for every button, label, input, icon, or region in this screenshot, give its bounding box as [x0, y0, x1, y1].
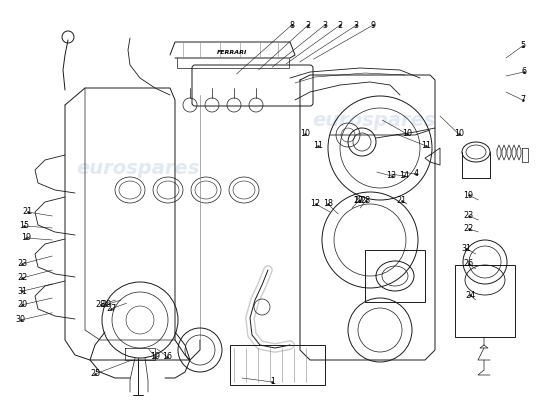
- Text: FERRARI: FERRARI: [217, 50, 247, 54]
- Text: 21: 21: [397, 196, 406, 205]
- Text: 2: 2: [305, 21, 311, 30]
- Text: 19: 19: [21, 234, 31, 242]
- Text: 22: 22: [17, 274, 27, 282]
- Text: 31: 31: [17, 287, 27, 296]
- Text: 12: 12: [311, 200, 321, 208]
- Text: 20: 20: [17, 300, 27, 309]
- Text: eurospares: eurospares: [312, 110, 436, 130]
- Text: 3: 3: [354, 21, 359, 30]
- Text: 16: 16: [162, 352, 172, 361]
- Text: 13: 13: [387, 172, 397, 180]
- Text: 29: 29: [354, 196, 364, 205]
- Text: 31: 31: [461, 244, 471, 253]
- Text: 19: 19: [464, 191, 474, 200]
- Text: 14: 14: [399, 172, 409, 180]
- Text: 22: 22: [464, 224, 474, 233]
- Text: 3: 3: [322, 21, 327, 30]
- Text: 11: 11: [313, 142, 323, 150]
- Text: 8: 8: [289, 21, 294, 30]
- Bar: [365, 250, 425, 302]
- Text: 28: 28: [361, 196, 371, 205]
- Bar: [455, 265, 515, 337]
- Text: 23: 23: [464, 212, 474, 220]
- Bar: [230, 345, 325, 385]
- Text: 28: 28: [96, 300, 106, 309]
- Text: 27: 27: [106, 304, 116, 313]
- Text: 2: 2: [337, 21, 343, 30]
- Text: 24: 24: [465, 291, 475, 300]
- Text: 17: 17: [354, 196, 364, 205]
- Text: 5: 5: [520, 42, 525, 50]
- Text: 10: 10: [454, 130, 464, 138]
- Text: 7: 7: [520, 96, 525, 104]
- Text: 1: 1: [270, 378, 275, 386]
- Text: 11: 11: [421, 142, 431, 150]
- Text: 6: 6: [521, 68, 526, 76]
- Text: 18: 18: [323, 200, 333, 208]
- Text: 15: 15: [19, 222, 29, 230]
- Text: 30: 30: [16, 316, 26, 324]
- Text: 29: 29: [101, 300, 111, 309]
- Text: eurospares: eurospares: [76, 158, 199, 178]
- Text: 25: 25: [90, 370, 100, 378]
- Text: 10: 10: [402, 130, 412, 138]
- Text: 19: 19: [150, 352, 160, 361]
- Text: 23: 23: [17, 260, 27, 268]
- Text: 26: 26: [464, 260, 474, 268]
- Text: 21: 21: [23, 208, 32, 216]
- Text: 10: 10: [300, 130, 310, 138]
- Text: 4: 4: [414, 170, 419, 178]
- Text: 9: 9: [370, 21, 376, 30]
